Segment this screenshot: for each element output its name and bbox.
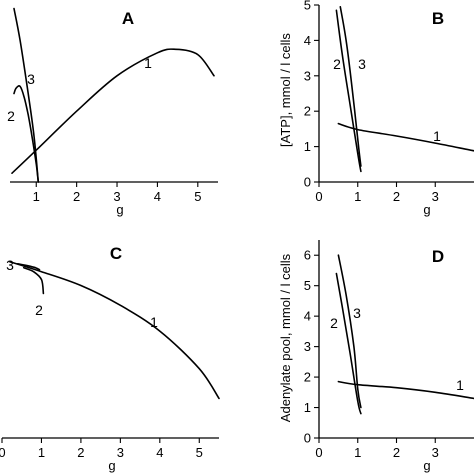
panel-b-y-tick-label: 1 bbox=[304, 139, 311, 154]
panel-c-series-3-label: 3 bbox=[6, 257, 14, 273]
panel-c: 0 1 2 3 4 5 g C 1 2 3 bbox=[0, 244, 220, 473]
panel-b-series-3-label: 3 bbox=[358, 56, 366, 72]
panel-d-series-3-label: 3 bbox=[353, 305, 361, 321]
panel-d-y-tick-label: 5 bbox=[304, 278, 311, 293]
panel-a-x-tick-label: 5 bbox=[194, 189, 201, 204]
panel-b-x-tick-label: 3 bbox=[432, 189, 439, 204]
panel-b-series-2-line bbox=[335, 9, 362, 173]
panel-d-series-3-line bbox=[337, 254, 362, 409]
panel-d-y-label: Adenylate pool, mmol / l cells bbox=[278, 253, 293, 422]
panel-c-x-tick-label: 1 bbox=[38, 445, 45, 460]
panel-b-letter: B bbox=[432, 9, 444, 28]
panel-a-letter: A bbox=[122, 9, 134, 28]
panel-a-series-3-label: 3 bbox=[27, 71, 35, 87]
panel-b-series-3-line bbox=[339, 6, 362, 167]
panel-d-x-tick-label: 0 bbox=[315, 445, 322, 460]
panel-a-series-1-line bbox=[11, 48, 215, 174]
panel-d-y-tick-label: 0 bbox=[304, 431, 311, 446]
panel-d-y-tick-label: 2 bbox=[304, 370, 311, 385]
panel-d-y-tick-label: 4 bbox=[304, 309, 311, 324]
panel-c-series-1-label: 1 bbox=[150, 314, 158, 330]
panel-a-series-1-label: 1 bbox=[144, 55, 152, 71]
panel-c-series-2-label: 2 bbox=[35, 302, 43, 318]
panel-c-x-tick-label: 5 bbox=[196, 445, 203, 460]
panel-b-y-label: [ATP], mmol / l cells bbox=[278, 33, 293, 147]
panel-b-series-1-line bbox=[337, 122, 474, 152]
panel-a-x-tick-label: 4 bbox=[154, 189, 161, 204]
panel-d-x-tick-label: 2 bbox=[393, 445, 400, 460]
panel-d-series-2-line bbox=[335, 272, 362, 415]
panel-b-y-tick-label: 2 bbox=[304, 104, 311, 119]
panel-b-series-2-label: 2 bbox=[333, 56, 341, 72]
panel-c-x-tick-label: 2 bbox=[77, 445, 84, 460]
panel-d-x-tick-label: 1 bbox=[354, 445, 361, 460]
panel-a-x-label: g bbox=[116, 202, 123, 217]
panel-a-series-3-line bbox=[13, 7, 40, 183]
panel-b-y-tick-label: 3 bbox=[304, 68, 311, 83]
panel-d-y-tick-label: 1 bbox=[304, 400, 311, 415]
panel-d-series-1-line bbox=[337, 380, 474, 400]
panel-d-x-tick-label: 3 bbox=[432, 445, 439, 460]
panel-b-x-tick-label: 1 bbox=[354, 189, 361, 204]
panel-b-x-label: g bbox=[423, 202, 430, 217]
panel-d-letter: D bbox=[432, 247, 444, 266]
panel-b-y-tick-label: 0 bbox=[304, 175, 311, 190]
panel-d-x-label: g bbox=[423, 458, 430, 473]
panel-b-y-tick-label: 5 bbox=[304, 0, 311, 13]
panel-c-x-tick-label: 3 bbox=[117, 445, 124, 460]
panel-b-x-tick-label: 2 bbox=[393, 189, 400, 204]
panel-c-letter: C bbox=[110, 244, 122, 263]
panel-c-x-tick-label: 0 bbox=[0, 445, 6, 460]
panel-c-x-tick-label: 4 bbox=[156, 445, 163, 460]
panel-d-y-tick-label: 3 bbox=[304, 339, 311, 354]
panel-d-series-1-label: 1 bbox=[456, 377, 464, 393]
panel-b-y-tick-label: 4 bbox=[304, 33, 311, 48]
panel-c-series-1-line bbox=[9, 261, 220, 400]
panel-a: 1 2 3 4 5 g A 1 2 3 bbox=[7, 7, 218, 217]
panel-b-x-tick-label: 0 bbox=[315, 189, 322, 204]
panel-b-series-1-label: 1 bbox=[433, 128, 441, 144]
panel-c-series-3-line bbox=[17, 263, 41, 271]
panel-b: 0 1 2 3 0 1 2 3 4 5 g [ATP], mmol / l cells B 1 2 3 bbox=[278, 0, 474, 217]
panel-c-x-label: g bbox=[108, 458, 115, 473]
panel-c-series-2-line bbox=[22, 266, 45, 295]
panel-a-x-tick-label: 1 bbox=[33, 189, 40, 204]
panel-a-x-tick-label: 3 bbox=[113, 189, 120, 204]
panel-a-series-2-label: 2 bbox=[7, 108, 15, 124]
panel-d-y-tick-label: 6 bbox=[304, 248, 311, 263]
panel-d-series-2-label: 2 bbox=[330, 315, 338, 331]
panel-a-x-tick-label: 2 bbox=[73, 189, 80, 204]
